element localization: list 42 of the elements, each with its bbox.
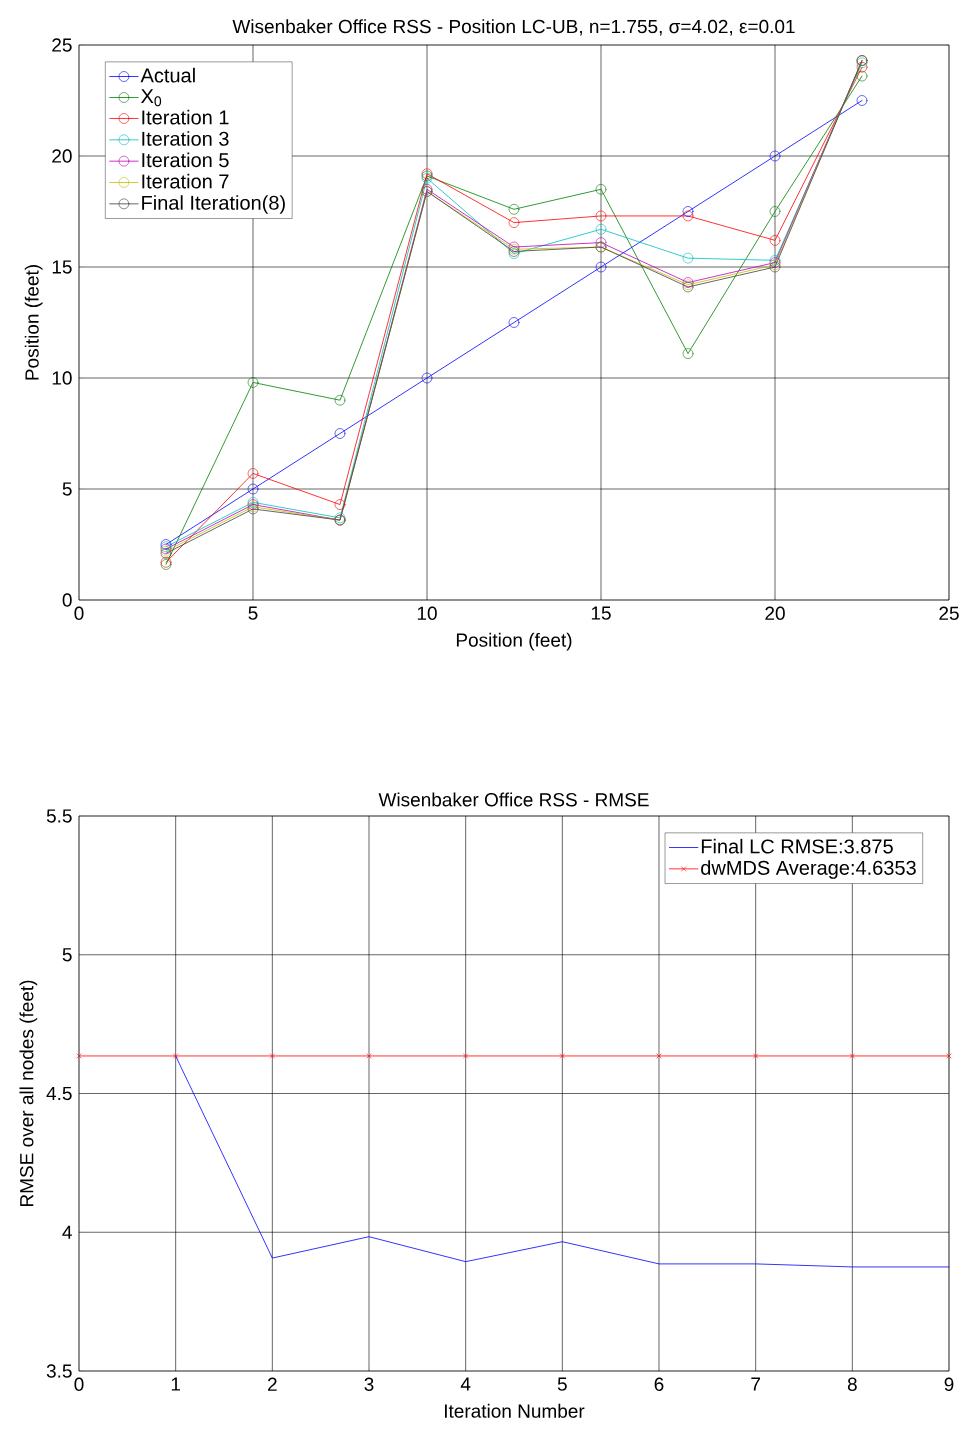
legend-label: Iteration 1	[142, 109, 229, 125]
x-tick-label: 15	[591, 606, 611, 620]
x-tick-label: 4	[460, 1377, 471, 1391]
legend-label: Iteration 3	[142, 131, 229, 146]
y-tick-label: 10	[52, 371, 72, 385]
y-tick-label: 20	[52, 149, 72, 163]
x-tick-label: 25	[939, 606, 959, 620]
y-tick-label: 5	[62, 948, 72, 962]
y-axis-title: Position (feet)	[24, 265, 43, 380]
legend-label: dwMDS Average:4.6353	[701, 860, 916, 879]
y-tick-label: 4	[62, 1225, 72, 1239]
chart-title: Wisenbaker Office RSS - RMSE	[378, 792, 649, 807]
y-tick-label: 0	[62, 593, 72, 607]
y-tick-label: 5	[62, 482, 72, 496]
y-tick-label: 4.5	[46, 1086, 72, 1101]
x-tick-label: 10	[417, 606, 437, 620]
y-tick-label: 25	[52, 38, 72, 52]
x-tick-label: 2	[268, 1377, 277, 1391]
x-tick-label: 0	[74, 1377, 84, 1391]
legend-label: Final LC RMSE:3.875	[701, 838, 893, 854]
x-tick-label: 8	[847, 1377, 857, 1391]
x-axis-title: Iteration Number	[445, 1403, 585, 1418]
x-tick-label: 5	[557, 1377, 567, 1391]
chart-title: Wisenbaker Office RSS - Position LC-UB, n=1.755, σ=4.02, ε=0.01	[232, 19, 795, 36]
y-tick-label: 15	[52, 260, 72, 274]
x-tick-label: 9	[944, 1377, 954, 1391]
legend-label: Final Iteration(8)	[142, 195, 285, 214]
y-axis-title: RMSE over all nodes (feet)	[19, 980, 38, 1206]
x-tick-label: 0	[74, 606, 84, 620]
x-tick-label: 20	[765, 606, 785, 620]
legend-label: Actual	[140, 67, 195, 83]
y-tick-label: 5.5	[46, 809, 72, 823]
x-tick-label: 3	[364, 1377, 374, 1391]
x-tick-label: 6	[654, 1377, 664, 1391]
y-tick-label: 3.5	[46, 1364, 72, 1378]
x-tick-label: 5	[248, 606, 258, 620]
x-tick-label: 1	[171, 1377, 181, 1391]
legend-label: Iteration 7	[142, 173, 229, 189]
x-axis-title: Position (feet)	[456, 632, 572, 651]
legend-label: Iteration 5	[142, 152, 229, 168]
legend-label: X$_{0}$	[141, 89, 162, 107]
x-tick-label: 7	[751, 1377, 761, 1391]
